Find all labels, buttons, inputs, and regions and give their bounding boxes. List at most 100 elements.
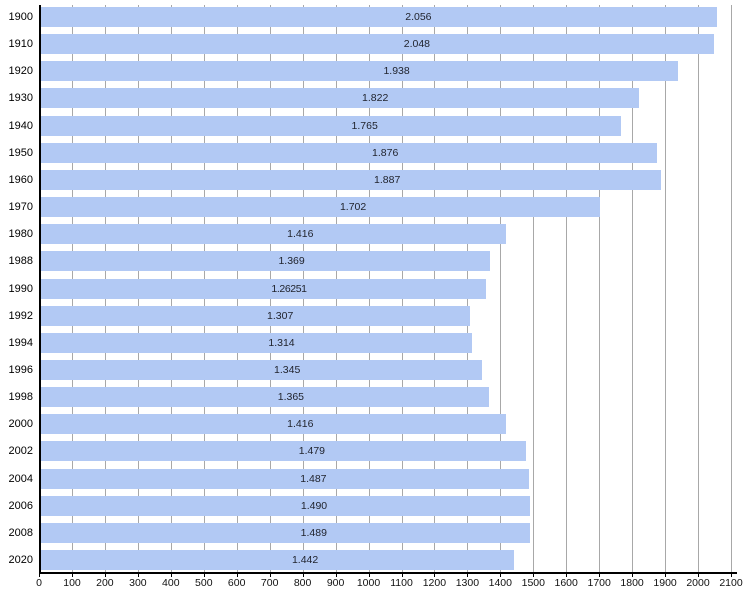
bar-1940: 1.765 (39, 115, 621, 136)
bar-2000: 1.416 (39, 414, 506, 435)
x-axis-tick (533, 573, 535, 577)
gridline-2000 (698, 5, 699, 573)
y-axis-year-label: 1994 (8, 336, 33, 349)
bar-1930: 1.822 (39, 88, 640, 109)
y-axis-year-label: 1970 (8, 201, 33, 213)
bar-2006: 1.490 (39, 495, 530, 516)
x-axis-tick (467, 573, 469, 577)
bar-value-label: 1.479 (298, 445, 326, 458)
x-axis-tick-label: 1300 (455, 577, 480, 589)
x-axis-tick (500, 573, 502, 577)
bar-2002: 1.479 (39, 441, 527, 462)
bar-2008: 1.489 (39, 522, 530, 543)
bar-2004: 1.487 (39, 468, 529, 489)
bar-value-label: 1.314 (268, 336, 295, 349)
x-axis-tick-label: 0 (36, 577, 42, 589)
y-axis-year-label: 1940 (8, 119, 33, 132)
y-axis-year-label: 1996 (8, 363, 33, 376)
bar-value-label: 1.490 (300, 499, 328, 512)
x-axis-tick-label: 1800 (620, 577, 644, 589)
bar-value-label: 1.765 (351, 119, 378, 132)
bar-1980: 1.416 (39, 224, 506, 245)
x-axis-tick (104, 573, 106, 577)
bar-value-label: 1.442 (291, 554, 319, 566)
y-axis-year-label: 2002 (8, 445, 33, 458)
y-axis-year-label: 1910 (8, 38, 33, 51)
x-axis-tick-label: 100 (63, 577, 81, 589)
x-axis-tick (368, 573, 370, 577)
x-axis-tick-label: 500 (195, 577, 213, 589)
x-axis-tick-label: 1900 (653, 577, 677, 589)
y-axis-year-label: 2006 (8, 499, 33, 512)
x-axis-tick (269, 573, 271, 577)
x-axis-tick (335, 573, 337, 577)
x-axis-tick-label: 300 (129, 577, 147, 589)
x-axis-tick (170, 573, 172, 577)
y-axis-year-label: 1998 (8, 391, 33, 404)
x-axis-tick (566, 573, 568, 577)
bar-value-label: 1.887 (374, 173, 401, 186)
gridline-2100 (731, 5, 732, 573)
x-axis-tick-label: 1400 (488, 577, 512, 589)
y-axis-year-label: 2020 (8, 554, 33, 566)
bar-value-label: 1.26251 (271, 282, 307, 295)
bar-value-label: 1.345 (274, 363, 301, 376)
x-axis-tick (203, 573, 205, 577)
x-axis-tick (632, 573, 634, 577)
x-axis-tick (236, 573, 238, 577)
x-axis-tick-label: 1100 (390, 577, 413, 589)
x-axis-tick (72, 573, 73, 577)
gridline-1900 (665, 5, 667, 573)
bar-1920: 1.938 (39, 61, 678, 82)
bar-value-label: 1.487 (300, 472, 327, 485)
x-axis-line (39, 572, 737, 574)
bar-value-label: 1.876 (372, 146, 399, 159)
y-axis-year-label: 1990 (8, 282, 33, 295)
bar-1996: 1.345 (39, 359, 483, 380)
x-axis-tick-label: 1600 (554, 577, 578, 589)
bar-value-label: 1.822 (362, 92, 389, 105)
x-axis-tick (39, 573, 40, 577)
x-axis-tick-label: 800 (293, 577, 312, 589)
x-axis-tick (665, 573, 667, 577)
y-axis-year-label: 1960 (8, 173, 33, 186)
x-axis-tick (302, 573, 304, 577)
y-axis-year-label: 1980 (8, 228, 33, 241)
bar-1998: 1.365 (39, 387, 489, 408)
x-axis-tick-label: 400 (162, 577, 180, 589)
gridline-1500 (533, 5, 535, 573)
y-axis-year-label: 1900 (8, 11, 33, 23)
x-axis-tick (599, 573, 601, 577)
bar-1994: 1.314 (39, 332, 472, 353)
x-axis-tick-label: 1200 (422, 577, 447, 589)
bar-value-label: 1.938 (383, 65, 410, 78)
bar-value-label: 1.489 (300, 526, 327, 539)
x-axis-tick-label: 600 (227, 577, 246, 589)
bar-value-label: 1.416 (287, 228, 314, 241)
bar-value-label: 1.369 (278, 255, 305, 268)
plot-area: 2.056 2.048 1.938 1.822 1.765 1.876 1.887 1.702… (39, 5, 737, 574)
x-axis-tick (434, 573, 436, 577)
x-axis-tick-label: 900 (326, 577, 345, 589)
y-axis-year-label: 1992 (8, 309, 33, 322)
bar-value-label: 1.702 (339, 201, 367, 213)
bar-1992: 1.307 (39, 305, 470, 326)
gridline-1700 (599, 5, 601, 573)
bar-value-label: 2.056 (405, 11, 432, 23)
bar-value-label: 1.365 (277, 391, 305, 404)
bar-1988: 1.369 (39, 251, 491, 272)
y-axis-year-label: 1920 (8, 65, 33, 78)
bar-1900: 2.056 (39, 7, 717, 27)
x-axis-tick-label: 1500 (521, 577, 545, 589)
bar-1970: 1.702 (39, 197, 600, 217)
bar-2020: 1.442 (39, 550, 515, 570)
bar-1950: 1.876 (39, 142, 658, 163)
x-axis-tick (137, 573, 139, 577)
y-axis-year-label: 1950 (8, 146, 33, 159)
x-axis-tick-label: 700 (260, 577, 279, 589)
bar-value-label: 1.307 (267, 309, 294, 322)
x-axis-tick (698, 573, 699, 577)
bar-value-label: 1.416 (287, 418, 314, 431)
y-axis-line (39, 5, 41, 573)
